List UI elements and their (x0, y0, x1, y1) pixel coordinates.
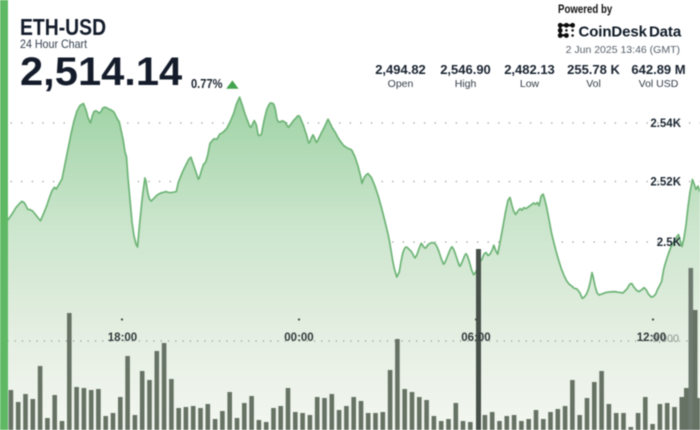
svg-text:9,000: 9,000 (652, 333, 679, 345)
svg-text:2.5K: 2.5K (657, 237, 682, 249)
svg-text:12:00: 12:00 (637, 332, 666, 344)
svg-text:00:00: 00:00 (284, 332, 313, 344)
svg-text:2.54K: 2.54K (650, 118, 681, 130)
svg-text:06:00: 06:00 (461, 332, 490, 344)
svg-text:18:00: 18:00 (108, 332, 137, 344)
svg-text:2.52K: 2.52K (650, 177, 681, 189)
svg-text:CoinDesk Data: CoinDesk Data (579, 24, 682, 41)
